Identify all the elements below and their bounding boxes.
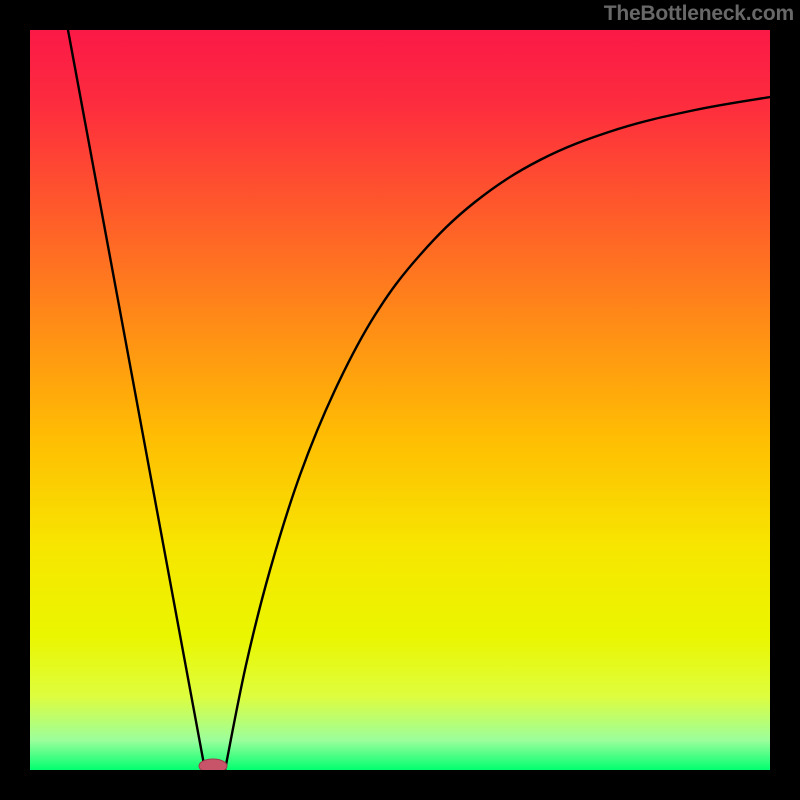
plot-area xyxy=(30,30,770,770)
bottleneck-curve xyxy=(68,30,770,770)
watermark-text: TheBottleneck.com xyxy=(604,2,794,26)
chart-container: TheBottleneck.com xyxy=(0,0,800,800)
curve-layer xyxy=(30,30,770,770)
optimum-marker xyxy=(199,759,227,770)
